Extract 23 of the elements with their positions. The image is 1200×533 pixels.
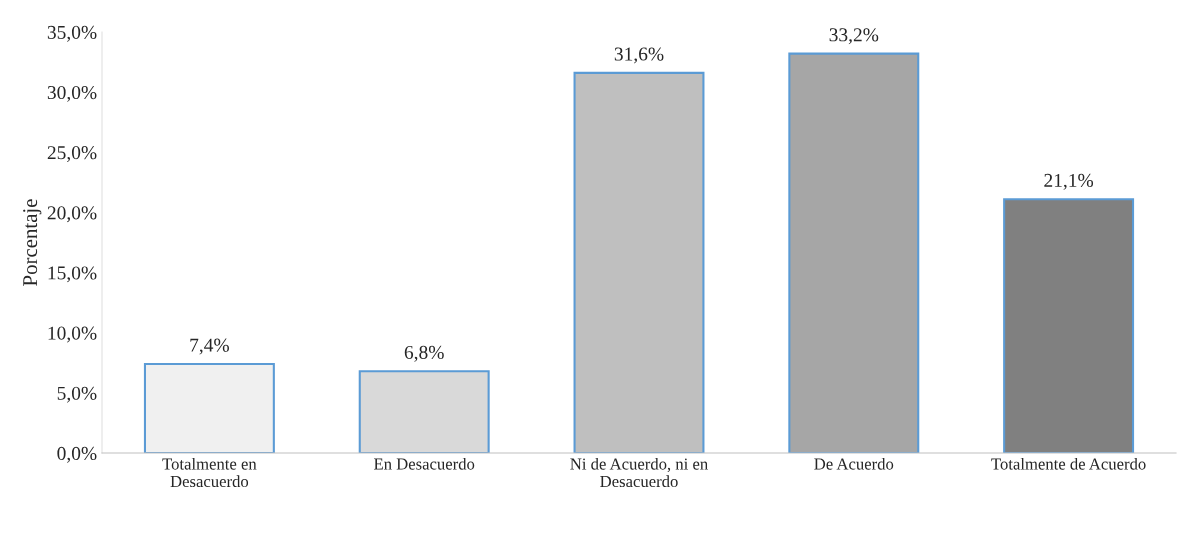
- bar: [358, 370, 490, 454]
- y-axis-title: Porcentaje: [23, 199, 42, 286]
- y-tick-label: 35,0%: [47, 25, 97, 42]
- x-tick-label: De Acuerdo: [814, 457, 894, 470]
- y-tick-label: 5,0%: [57, 386, 97, 403]
- data-label: 33,2%: [829, 28, 879, 45]
- bar: [1003, 198, 1135, 454]
- y-tick-label: 10,0%: [48, 326, 97, 343]
- data-label: 21,1%: [1044, 173, 1094, 190]
- x-tick-label: En Desacuerdo: [374, 457, 475, 470]
- y-tick-label: 20,0%: [47, 206, 97, 223]
- y-tick-label: 25,0%: [47, 146, 97, 163]
- data-label: 7,4%: [190, 338, 229, 355]
- data-label: 6,8%: [404, 345, 444, 362]
- bar: [788, 52, 920, 454]
- bar: [143, 362, 275, 454]
- x-tick-label: Totalmente en Desacuerdo: [162, 457, 257, 488]
- x-tick-label: Ni de Acuerdo, ni en Desacuerdo: [570, 457, 708, 488]
- y-tick-label: 30,0%: [47, 85, 97, 102]
- x-tick-label: Totalmente de Acuerdo: [991, 457, 1146, 470]
- y-tick-label: 15,0%: [48, 266, 97, 283]
- data-label: 31,6%: [614, 47, 664, 64]
- y-tick-label: 0,0%: [57, 446, 97, 463]
